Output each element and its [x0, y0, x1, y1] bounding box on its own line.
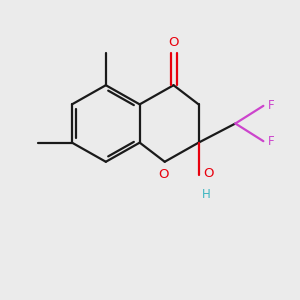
Text: O: O — [158, 168, 169, 181]
Text: O: O — [168, 36, 179, 49]
Text: F: F — [268, 99, 274, 112]
Text: O: O — [203, 167, 214, 180]
Text: H: H — [202, 188, 210, 201]
Text: F: F — [268, 135, 274, 148]
